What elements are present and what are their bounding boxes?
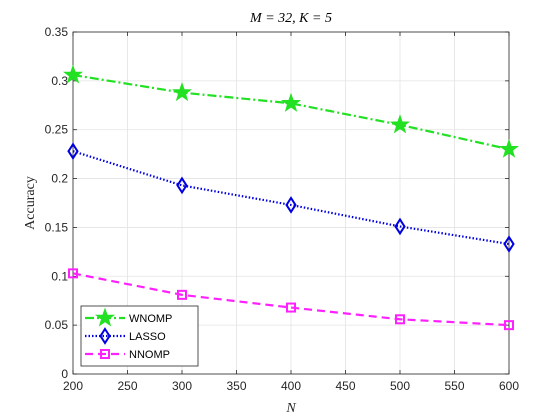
y-tick-label: 0.05	[45, 318, 69, 332]
series-line-lasso	[72, 150, 510, 246]
data-point-nnomp	[177, 289, 187, 300]
data-point-wnomp	[280, 92, 302, 112]
series-line-nnomp	[72, 272, 510, 327]
x-tick-label: 250	[117, 379, 137, 393]
data-point-lasso	[176, 176, 188, 195]
data-point-wnomp	[389, 114, 411, 134]
y-tick-label: 0.35	[45, 25, 69, 39]
data-point-lasso	[503, 235, 515, 253]
x-tick-label: 300	[172, 379, 192, 393]
legend-marker-lasso	[99, 327, 111, 345]
legend-label-wnomp: WNOMP	[129, 313, 172, 325]
data-point-nnomp	[286, 302, 296, 313]
series-wnomp	[62, 64, 520, 158]
x-tick-label: 500	[390, 379, 410, 393]
data-point-nnomp	[395, 314, 405, 325]
x-tick-label: 600	[499, 379, 519, 393]
series-nnomp	[68, 268, 514, 331]
series-layer	[62, 64, 520, 331]
legend-marker-nnomp	[100, 349, 110, 359]
y-tick-label: 0.15	[45, 220, 69, 234]
y-tick-label: 0.1	[51, 269, 68, 283]
series-line-wnomp	[72, 73, 510, 151]
data-point-wnomp	[171, 82, 193, 102]
series-lasso	[67, 142, 515, 253]
x-axis-label: N	[285, 401, 296, 416]
legend-label-lasso: LASSO	[129, 331, 166, 343]
legend: WNOMP LASSO NNOMP	[80, 305, 199, 367]
y-tick-label: 0.25	[45, 123, 69, 137]
x-tick-label: 350	[226, 379, 246, 393]
legend-label-nnomp: NNOMP	[129, 349, 170, 361]
x-tick-label: 400	[281, 379, 301, 393]
x-tick-label: 450	[335, 379, 355, 393]
data-point-lasso	[394, 217, 406, 236]
data-point-wnomp	[62, 64, 84, 84]
y-tick-label: 0.2	[51, 172, 68, 186]
legend-marker-wnomp	[94, 307, 116, 327]
y-tick-label: 0	[61, 367, 68, 381]
x-tick-label: 200	[63, 379, 83, 393]
data-point-lasso	[285, 196, 297, 214]
ticks: 200 250 300 350 400 450 500 550 600 0 0.05 0.1 0.15 0…	[45, 25, 520, 393]
chart-title: M = 32, K = 5	[249, 11, 332, 26]
x-tick-label: 550	[444, 379, 464, 393]
y-tick-label: 0.3	[51, 74, 68, 88]
y-axis-label: Accuracy	[23, 176, 38, 230]
data-point-nnomp	[504, 320, 514, 331]
data-point-lasso	[67, 142, 79, 161]
data-point-wnomp	[498, 138, 520, 158]
data-point-nnomp	[68, 268, 78, 279]
